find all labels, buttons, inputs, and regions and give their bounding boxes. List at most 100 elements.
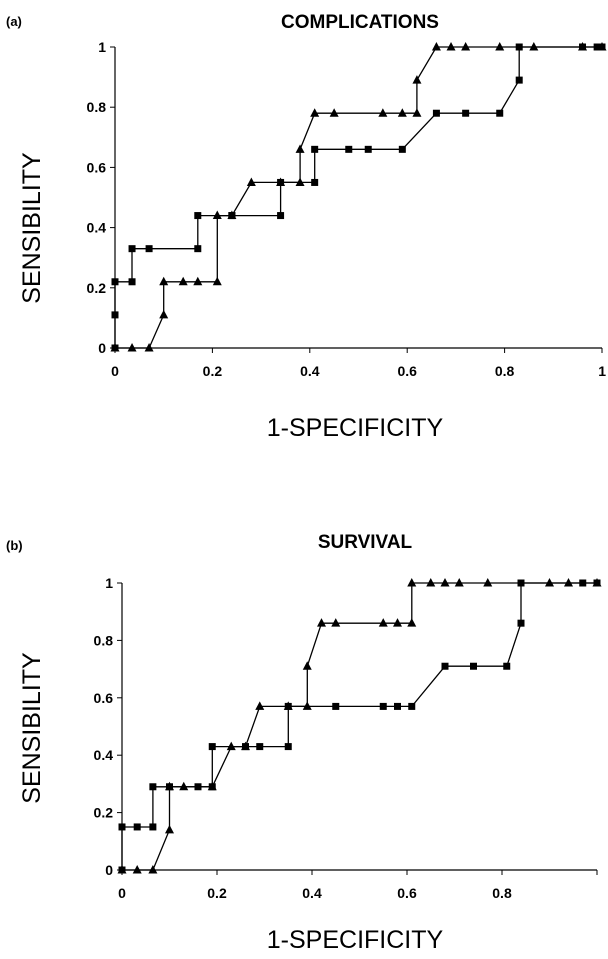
chart-title: COMPLICATIONS — [281, 12, 439, 33]
triangle-point — [407, 618, 417, 627]
square-point — [194, 212, 202, 220]
square-point — [133, 823, 141, 831]
triangle-point — [246, 177, 256, 186]
triangle-point — [148, 865, 158, 874]
series-line-square — [114, 46, 602, 348]
square-point — [345, 145, 353, 153]
square-point — [194, 783, 202, 791]
triangle-point — [378, 618, 388, 627]
square-point — [194, 245, 202, 253]
tick-labels: 0 0.2 0.4 0.6 0.8 1 0 0.2 0.4 0.6 0.8 1 — [87, 39, 607, 379]
triangle-point — [127, 343, 137, 352]
triangle-point — [179, 781, 189, 791]
square-point — [145, 245, 153, 253]
triangle-point — [331, 618, 341, 627]
triangle-point — [241, 741, 250, 751]
square-point — [496, 109, 504, 117]
square-point — [332, 702, 340, 710]
y-tick-label: 0.8 — [87, 99, 107, 115]
triangle-point — [276, 177, 286, 186]
square-point — [111, 311, 119, 319]
triangle-point — [431, 42, 441, 51]
triangle-point — [329, 108, 339, 117]
square-point — [579, 579, 587, 587]
triangle-point — [302, 661, 312, 670]
x-tick-label: 1 — [598, 363, 606, 379]
triangle-point — [407, 578, 417, 587]
triangle-point — [446, 42, 456, 51]
series-markers — [110, 42, 607, 352]
triangle-point — [378, 108, 388, 117]
triangle-point — [529, 42, 539, 51]
triangle-point — [283, 701, 293, 710]
triangle-point — [597, 42, 607, 51]
triangle-point — [426, 578, 436, 587]
square-point — [515, 43, 523, 51]
square-point — [311, 178, 319, 186]
y-tick-label: 1 — [98, 39, 106, 55]
triangle-point — [295, 144, 305, 153]
square-point — [408, 702, 416, 710]
y-tick-label: 0.6 — [94, 690, 114, 706]
series-line-triangle — [115, 46, 602, 349]
triangle-point — [317, 618, 326, 627]
series-line-triangle — [122, 582, 597, 871]
axes — [110, 46, 603, 353]
square-point — [149, 783, 157, 791]
y-tick-label: 0.4 — [94, 747, 114, 763]
triangle-point — [117, 865, 127, 874]
series-line-square — [121, 582, 597, 870]
triangle-point — [461, 42, 471, 51]
x-axis-title: 1-SPECIFICITY — [267, 926, 444, 954]
y-tick-label: 0 — [105, 862, 113, 878]
chart-survival: (b) SURVIVAL SENSIBILITY 1-SPECIFICITY 0… — [6, 532, 602, 954]
x-axis-title: 1-SPECIFICITY — [267, 414, 444, 442]
triangle-point — [302, 701, 312, 710]
y-tick-label: 1 — [105, 575, 113, 591]
square-point — [111, 278, 119, 286]
square-point — [364, 145, 372, 153]
square-point — [284, 743, 292, 751]
square-point — [128, 245, 136, 253]
y-axis-title: SENSIBILITY — [18, 652, 46, 804]
triangle-point — [165, 781, 174, 791]
square-point — [128, 278, 136, 286]
triangle-point — [440, 578, 450, 587]
square-point — [470, 662, 477, 670]
triangle-point — [178, 276, 188, 286]
triangle-point — [144, 343, 154, 352]
square-point — [379, 702, 387, 710]
square-point — [515, 76, 523, 84]
square-point — [503, 662, 511, 670]
series-lines — [121, 582, 597, 871]
triangle-point — [310, 108, 320, 117]
x-tick-label: 0.8 — [495, 363, 515, 379]
triangle-point — [227, 210, 237, 220]
triangle-point — [207, 781, 217, 791]
triangle-point — [110, 343, 120, 352]
triangle-point — [295, 177, 305, 186]
x-tick-label: 0 — [118, 885, 126, 901]
square-point — [398, 145, 406, 153]
square-point — [311, 145, 319, 153]
square-point — [118, 823, 126, 831]
y-tick-label: 0.2 — [87, 280, 107, 296]
triangle-point — [193, 276, 203, 286]
triangle-point — [412, 108, 422, 117]
triangle-point — [165, 824, 174, 834]
triangle-point — [159, 276, 169, 286]
triangle-point — [212, 276, 222, 286]
y-tick-label: 0.6 — [87, 159, 107, 175]
square-point — [517, 619, 525, 627]
triangle-point — [495, 42, 505, 51]
panel-label: (a) — [6, 14, 22, 29]
square-point — [593, 43, 601, 51]
x-tick-label: 0.2 — [207, 885, 227, 901]
x-tick-label: 0.2 — [203, 363, 223, 379]
chart-complications: (a) COMPLICATIONS SENSIBILITY 1-SPECIFIC… — [6, 12, 607, 442]
square-point — [432, 109, 440, 117]
axes — [117, 582, 598, 875]
triangle-point — [483, 578, 493, 587]
y-tick-label: 0.4 — [87, 220, 107, 236]
triangle-point — [226, 741, 236, 751]
